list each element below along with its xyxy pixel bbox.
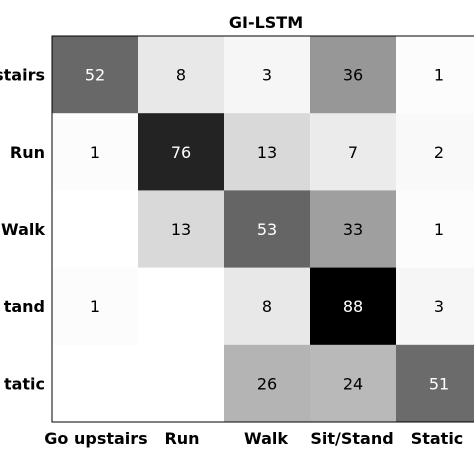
- heatmap-cell: [224, 267, 311, 346]
- heatmap-cell: [310, 113, 397, 191]
- heatmap-cell-label: 51: [429, 374, 449, 393]
- y-tick-label: Walk: [1, 220, 45, 239]
- heatmap-cell: [138, 267, 225, 346]
- x-tick-label: Go upstairs: [44, 429, 147, 448]
- heatmap-cell: [52, 190, 139, 269]
- heatmap-cell: [138, 344, 225, 423]
- heatmap-cell: [396, 36, 474, 114]
- heatmap-cell: [396, 190, 474, 269]
- heatmap-cell-label: 8: [262, 297, 272, 316]
- heatmap-cell: [224, 344, 311, 423]
- heatmap-cell: [396, 344, 474, 423]
- heatmap-cell-label: 2: [434, 143, 444, 162]
- y-tick-label: Run: [10, 143, 45, 162]
- heatmap-cell-label: 3: [434, 297, 444, 316]
- heatmap-cell-label: 7: [348, 143, 358, 162]
- y-tick-label: upstairs: [0, 66, 45, 85]
- heatmap-cell: [310, 267, 397, 346]
- heatmap-cell: [310, 36, 397, 114]
- x-axis-tick-labels: Go upstairs Run Walk Sit/Stand Static: [44, 429, 463, 448]
- heatmap-cell: [396, 113, 474, 191]
- heatmap-cell: [224, 190, 311, 269]
- heatmap-cell-label: 36: [343, 66, 363, 85]
- y-tick-label: tand: [4, 297, 45, 316]
- heatmap-cell-label: 1: [90, 297, 100, 316]
- plot-frame: [51, 35, 474, 423]
- heatmap-cell: [224, 113, 311, 191]
- heatmap-cell: [52, 267, 139, 346]
- heatmap-cell: [138, 190, 225, 269]
- heatmap-cell-label: 33: [343, 220, 363, 239]
- heatmap-cell-label: 76: [171, 143, 191, 162]
- heatmap-cell: [52, 36, 139, 114]
- y-tick-label: tatic: [4, 374, 45, 393]
- y-axis-tick-labels: upstairs Run Walk tand tatic: [0, 66, 45, 394]
- heatmap-cell-label: 26: [257, 374, 277, 393]
- x-tick-label: Static: [411, 429, 464, 448]
- heatmap-cell-label: 1: [434, 66, 444, 85]
- heatmap-cell-label: 13: [257, 143, 277, 162]
- heatmap-cell-label: 1: [434, 220, 444, 239]
- heatmap-cell: [138, 113, 225, 191]
- heatmap-cell: [310, 190, 397, 269]
- heatmap-cell: [138, 36, 225, 114]
- heatmap-cell-label: 52: [85, 66, 105, 85]
- heatmap-cell-label: 24: [343, 374, 363, 393]
- heatmap-cell: [310, 344, 397, 423]
- heatmap-cells: [52, 36, 474, 423]
- heatmap-cell-label: 13: [171, 220, 191, 239]
- x-tick-label: Walk: [244, 429, 288, 448]
- x-tick-label: Sit/Stand: [310, 429, 393, 448]
- heatmap-cell-label: 53: [257, 220, 277, 239]
- heatmap-cell-labels: 52 8 3 36 11 76 13 7 213 53 33 11 8 88 326 24 51: [85, 66, 449, 394]
- x-tick-label: Run: [164, 429, 199, 448]
- heatmap-cell-label: 3: [262, 66, 272, 85]
- heatmap-cell: [52, 113, 139, 191]
- heatmap-cell: [52, 344, 139, 423]
- heatmap-cell: [396, 267, 474, 346]
- chart-title: GI-LSTM: [229, 13, 303, 32]
- heatmap-cell-label: 8: [176, 66, 186, 85]
- heatmap-cell-label: 1: [90, 143, 100, 162]
- heatmap-cell-label: 88: [343, 297, 363, 316]
- heatmap-cell: [224, 36, 311, 114]
